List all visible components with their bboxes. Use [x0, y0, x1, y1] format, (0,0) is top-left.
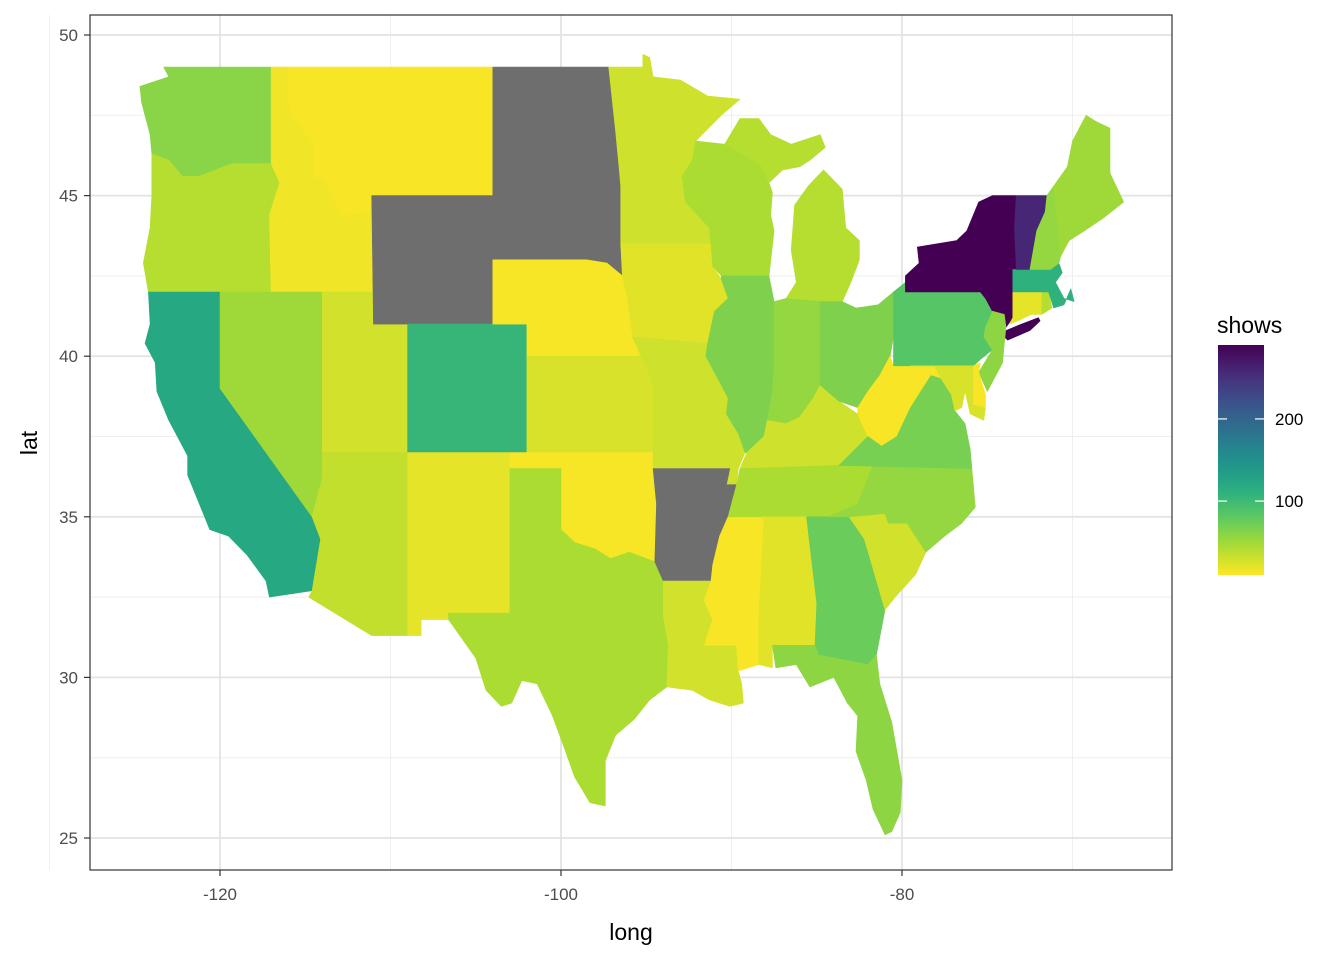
state-massachusetts	[1012, 262, 1075, 309]
state-michigan	[785, 169, 860, 302]
y-axis-title: lat	[16, 430, 42, 455]
y-tick-label: 40	[59, 347, 78, 366]
y-tick-label: 30	[59, 668, 78, 687]
legend-tick-label: 100	[1275, 492, 1303, 511]
state-michigan-up	[724, 118, 826, 184]
y-tick-label: 50	[59, 26, 78, 45]
state-north-dakota	[492, 66, 620, 167]
legend: shows 100 200	[1217, 312, 1303, 575]
y-tick-label: 45	[59, 187, 78, 206]
legend-tick-label: 200	[1275, 410, 1303, 429]
state-wyoming	[371, 195, 494, 325]
state-delaware	[973, 362, 986, 408]
state-new-mexico	[407, 452, 511, 636]
y-tick-label: 25	[59, 829, 78, 848]
legend-ticks: 100 200	[1218, 410, 1303, 511]
plot-border	[89, 14, 1173, 871]
state-texas	[448, 468, 669, 807]
state-pennsylvania	[893, 282, 993, 367]
x-axis: -120 -100 -80	[203, 870, 914, 904]
state-long-island	[1004, 317, 1041, 341]
y-tick-label: 35	[59, 508, 78, 527]
state-kansas	[526, 355, 654, 453]
state-oregon	[143, 153, 280, 293]
x-tick-label: -80	[890, 885, 915, 904]
x-tick-label: -120	[203, 885, 237, 904]
y-axis: 25 30 35 40 45 50	[59, 26, 90, 848]
state-new-jersey	[978, 310, 1007, 392]
legend-title: shows	[1217, 312, 1282, 338]
state-layer	[139, 54, 1124, 836]
x-axis-title: long	[609, 919, 652, 945]
x-tick-label: -100	[544, 885, 578, 904]
legend-colorbar	[1218, 345, 1264, 575]
state-arizona	[308, 452, 408, 636]
state-florida	[772, 645, 903, 836]
state-colorado	[407, 323, 528, 453]
state-maine	[1053, 115, 1124, 257]
